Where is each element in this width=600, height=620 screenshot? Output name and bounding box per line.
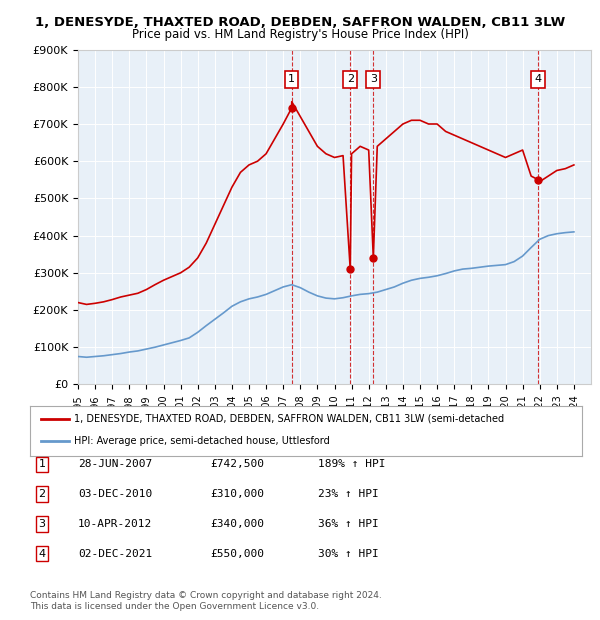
Text: Price paid vs. HM Land Registry's House Price Index (HPI): Price paid vs. HM Land Registry's House … [131, 28, 469, 41]
Text: 4: 4 [535, 74, 542, 84]
Text: 2: 2 [38, 489, 46, 499]
Text: HPI: Average price, semi-detached house, Uttlesford: HPI: Average price, semi-detached house,… [74, 436, 330, 446]
Text: £310,000: £310,000 [210, 489, 264, 499]
Text: 1, DENESYDE, THAXTED ROAD, DEBDEN, SAFFRON WALDEN, CB11 3LW (semi-detached: 1, DENESYDE, THAXTED ROAD, DEBDEN, SAFFR… [74, 414, 504, 423]
Text: 10-APR-2012: 10-APR-2012 [78, 519, 152, 529]
Text: 1, DENESYDE, THAXTED ROAD, DEBDEN, SAFFRON WALDEN, CB11 3LW: 1, DENESYDE, THAXTED ROAD, DEBDEN, SAFFR… [35, 16, 565, 29]
Text: 28-JUN-2007: 28-JUN-2007 [78, 459, 152, 469]
Text: 1: 1 [288, 74, 295, 84]
Text: 02-DEC-2021: 02-DEC-2021 [78, 549, 152, 559]
Text: 36% ↑ HPI: 36% ↑ HPI [318, 519, 379, 529]
Text: 30% ↑ HPI: 30% ↑ HPI [318, 549, 379, 559]
Text: 3: 3 [38, 519, 46, 529]
Text: 1: 1 [38, 459, 46, 469]
Text: £550,000: £550,000 [210, 549, 264, 559]
Text: 03-DEC-2010: 03-DEC-2010 [78, 489, 152, 499]
Text: £340,000: £340,000 [210, 519, 264, 529]
Text: 4: 4 [38, 549, 46, 559]
Text: 3: 3 [370, 74, 377, 84]
Text: 23% ↑ HPI: 23% ↑ HPI [318, 489, 379, 499]
Text: 189% ↑ HPI: 189% ↑ HPI [318, 459, 386, 469]
Text: Contains HM Land Registry data © Crown copyright and database right 2024.
This d: Contains HM Land Registry data © Crown c… [30, 591, 382, 611]
Text: £742,500: £742,500 [210, 459, 264, 469]
Text: 2: 2 [347, 74, 354, 84]
